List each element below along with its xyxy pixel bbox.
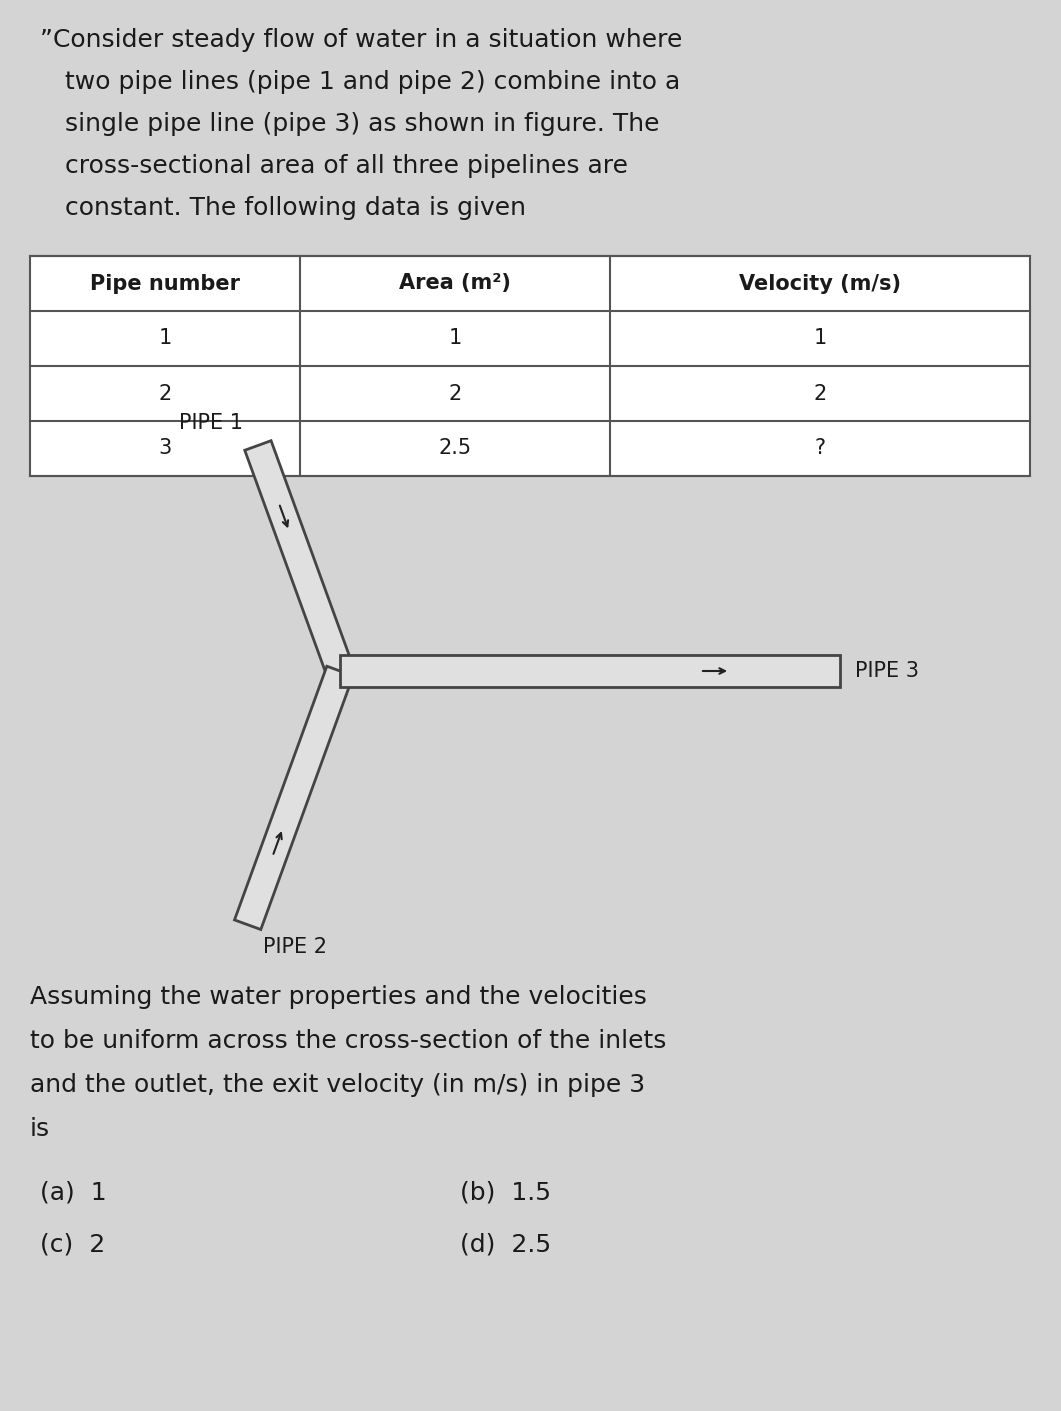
Text: 2: 2 [814, 384, 827, 404]
Text: and the outlet, the exit velocity (in m/s) in pipe 3: and the outlet, the exit velocity (in m/… [30, 1072, 645, 1096]
Polygon shape [340, 655, 840, 687]
Text: 1: 1 [449, 329, 462, 349]
Text: 2: 2 [158, 384, 172, 404]
Polygon shape [234, 666, 353, 930]
Text: Pipe number: Pipe number [90, 274, 240, 293]
Text: constant. The following data is given: constant. The following data is given [65, 196, 526, 220]
Text: cross-sectional area of all three pipelines are: cross-sectional area of all three pipeli… [65, 154, 628, 178]
Text: 2: 2 [449, 384, 462, 404]
Text: Area (m²): Area (m²) [399, 274, 511, 293]
Text: (b)  1.5: (b) 1.5 [460, 1181, 551, 1205]
Text: Velocity (m/s): Velocity (m/s) [740, 274, 901, 293]
Text: (d)  2.5: (d) 2.5 [460, 1233, 551, 1257]
Text: (c)  2: (c) 2 [40, 1233, 105, 1257]
Text: to be uniform across the cross-section of the inlets: to be uniform across the cross-section o… [30, 1029, 666, 1053]
Text: single pipe line (pipe 3) as shown in figure. The: single pipe line (pipe 3) as shown in fi… [65, 111, 660, 135]
Text: 3: 3 [158, 439, 172, 459]
Bar [30, 255, 1030, 476]
Text: 2.5: 2.5 [438, 439, 471, 459]
Text: Assuming the water properties and the velocities: Assuming the water properties and the ve… [30, 985, 647, 1009]
Text: PIPE 2: PIPE 2 [263, 937, 327, 957]
Text: ”Consider steady flow of water in a situation where: ”Consider steady flow of water in a situ… [40, 28, 682, 52]
Text: PIPE 1: PIPE 1 [179, 413, 243, 433]
Text: (a)  1: (a) 1 [40, 1181, 106, 1205]
Text: ?: ? [815, 439, 825, 459]
Text: PIPE 3: PIPE 3 [855, 660, 919, 682]
Text: two pipe lines (pipe 1 and pipe 2) combine into a: two pipe lines (pipe 1 and pipe 2) combi… [65, 71, 680, 95]
Text: 1: 1 [814, 329, 827, 349]
Polygon shape [245, 440, 353, 676]
Text: is: is [30, 1116, 50, 1140]
Text: 1: 1 [158, 329, 172, 349]
